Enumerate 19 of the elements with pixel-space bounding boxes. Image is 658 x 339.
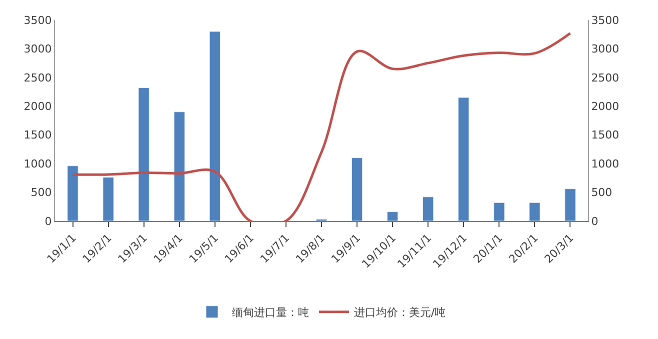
y2-tick-label: 3500 xyxy=(591,14,620,27)
y2-tick-label: 1500 xyxy=(591,128,620,142)
y2-tick-label: 2000 xyxy=(591,100,620,113)
y2-tick-label: 1000 xyxy=(591,157,620,170)
y-tick-label: 1500 xyxy=(24,128,52,142)
y-tick-label: 2000 xyxy=(24,100,52,113)
legend-label: 进口均价：美元/吨 xyxy=(354,306,446,320)
y-tick-label: 1000 xyxy=(24,157,52,170)
legend-label: 缅甸进口量：吨 xyxy=(232,306,309,320)
y2-tick-label: 0 xyxy=(591,214,598,228)
y-tick-label: 0 xyxy=(44,214,52,228)
y2-tick-label: 500 xyxy=(591,186,612,200)
y-tick-label: 3000 xyxy=(24,42,52,56)
line-series xyxy=(72,32,572,221)
y-tick-label: 500 xyxy=(30,186,52,200)
y-tick-label: 3500 xyxy=(24,14,52,27)
y-tick-label: 2500 xyxy=(24,71,52,84)
y2-tick-label: 2500 xyxy=(591,71,620,84)
y2-tick-label: 3000 xyxy=(591,42,620,56)
